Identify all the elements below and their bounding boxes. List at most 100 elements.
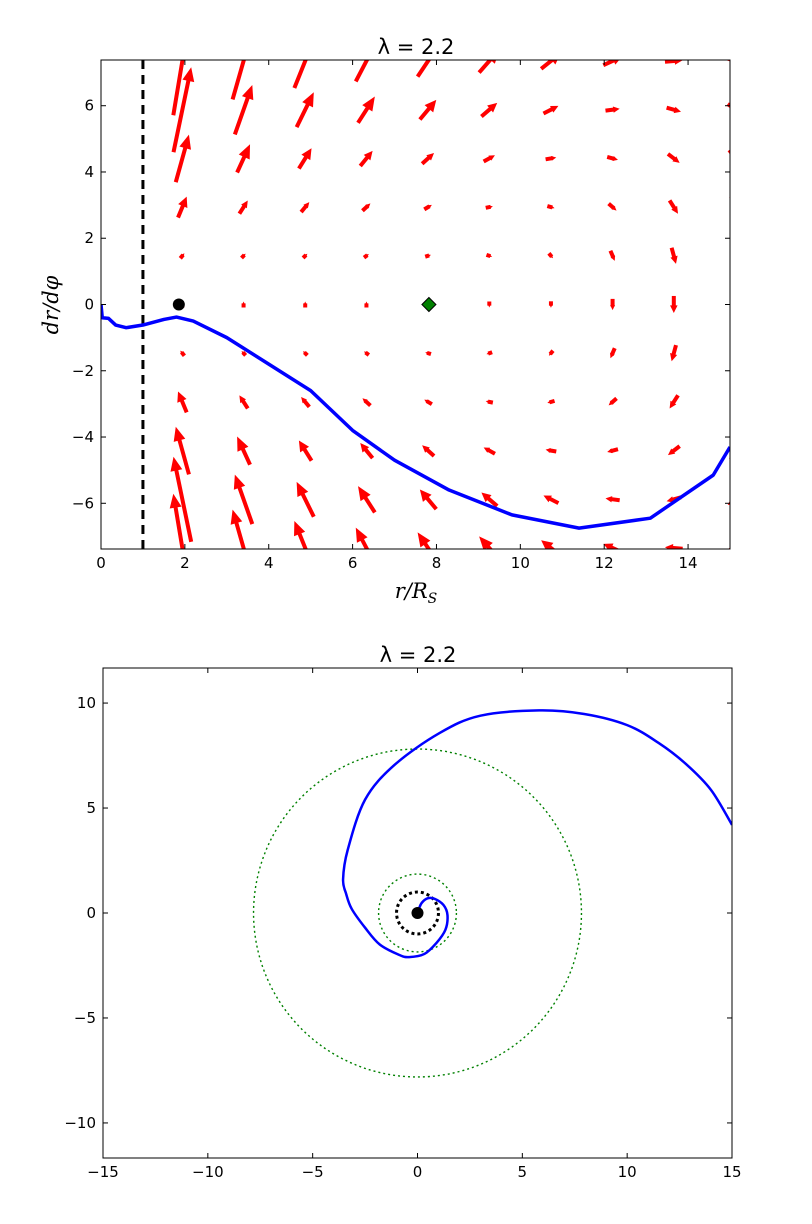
horizon: [395, 890, 440, 936]
y-tick-label: −2: [72, 362, 94, 380]
plot-area: [101, 41, 741, 549]
arrow-head: [483, 447, 491, 453]
arrow-head: [365, 254, 369, 257]
arrow-head: [360, 443, 370, 453]
arrow-head: [543, 495, 552, 503]
arrow-head: [481, 492, 492, 503]
arrow-head: [364, 351, 367, 355]
vector-arrow: [303, 301, 308, 308]
arrow-head: [304, 253, 308, 257]
vector-arrow: [607, 447, 619, 454]
arrow-shaft: [477, 60, 493, 74]
vector-arrow: [670, 344, 678, 362]
vector-arrow: [424, 399, 433, 406]
arrow-head: [732, 156, 741, 166]
arrow-head: [550, 105, 559, 113]
x-tick-label: 10: [511, 554, 530, 572]
axes-frame: [102, 667, 733, 1159]
arrow-shaft: [171, 76, 192, 153]
arrow-head: [303, 301, 307, 305]
arrow-head: [489, 205, 493, 209]
arrow-head: [365, 41, 377, 56]
arrow-head: [178, 196, 188, 208]
y-tick-label: −10: [64, 1114, 96, 1132]
vector-arrow: [299, 202, 310, 214]
arrow-head: [729, 454, 730, 459]
arrow-shaft: [173, 143, 189, 183]
x-tick-label: 10: [618, 1163, 637, 1181]
arrow-head: [362, 398, 368, 404]
vector-arrow: [169, 493, 185, 549]
vector-arrow: [230, 60, 246, 100]
arrow-head: [296, 481, 309, 498]
arrow-shaft: [176, 435, 191, 475]
arrow-shaft: [733, 244, 736, 260]
x-tick-label: 14: [679, 554, 698, 572]
arrow-head: [487, 102, 498, 113]
orbit-plot: λ = 2.2 −15 −10 −5 0 5 10 15 −10 −5 0 5 10: [64, 643, 741, 1181]
arrow-head: [301, 396, 307, 404]
arrow-head: [550, 255, 553, 259]
vector-arrow: [667, 444, 681, 456]
arrow-head: [730, 401, 739, 412]
vector-arrow: [539, 60, 558, 71]
center-marker: [411, 907, 424, 919]
vector-arrow: [485, 204, 493, 210]
arrow-head: [490, 60, 497, 64]
vector-arrow: [482, 155, 495, 164]
vector-arrow: [296, 481, 316, 518]
vector-arrow: [605, 106, 620, 113]
arrow-head: [671, 205, 679, 214]
arrow-shaft: [292, 60, 308, 89]
arrow-head: [605, 496, 613, 503]
arrow-head: [603, 543, 614, 549]
arrow-head: [303, 202, 310, 209]
stable-circular-orbit-marker: [421, 296, 437, 313]
arrow-head: [237, 436, 249, 452]
y-tick-label: −4: [72, 428, 94, 446]
arrow-shaft: [415, 60, 432, 78]
x-tick-label: −5: [302, 1163, 324, 1181]
arrow-head: [238, 144, 251, 160]
vector-arrow: [422, 445, 436, 458]
vector-arrow: [171, 60, 185, 116]
x-tick-label: 0: [96, 554, 106, 572]
vector-arrow: [173, 426, 191, 475]
vector-arrow: [545, 448, 557, 454]
vector-arrow: [543, 495, 560, 505]
vector-arrow: [729, 197, 730, 200]
y-tick-label: 0: [84, 296, 94, 314]
vector-arrow: [298, 440, 314, 462]
vector-arrow: [303, 350, 309, 357]
vector-arrow: [355, 527, 370, 549]
vector-arrow: [356, 96, 375, 124]
vector-arrow: [730, 342, 740, 365]
arrow-head: [607, 448, 613, 454]
arrow-head: [365, 203, 371, 209]
arrow-head: [674, 60, 683, 65]
x-axis-label: r/RS: [395, 579, 438, 607]
arrow-head: [424, 99, 437, 113]
arrow-head: [365, 301, 368, 305]
arrow-head: [731, 256, 741, 267]
arrow-head: [487, 304, 491, 308]
vector-arrow: [603, 543, 620, 549]
arrow-shaft: [735, 342, 738, 358]
vector-arrow: [361, 203, 371, 213]
arrow-shaft: [727, 149, 730, 155]
vector-arrow: [301, 253, 308, 260]
arrow-head: [673, 106, 682, 114]
arrow-head: [486, 352, 490, 355]
vector-arrow: [608, 249, 616, 261]
x-tick-label: 6: [348, 554, 358, 572]
y-tick-label: 10: [77, 694, 96, 712]
vector-arrow: [547, 398, 556, 405]
vector-arrow: [419, 489, 438, 511]
arrow-head: [664, 544, 674, 549]
vector-arrow: [610, 298, 616, 311]
arrow-head: [547, 400, 552, 404]
y-tick-label: 2: [84, 229, 94, 247]
arrow-head: [181, 253, 185, 257]
arrow-head: [608, 400, 614, 406]
arrow-shaft: [232, 93, 251, 136]
